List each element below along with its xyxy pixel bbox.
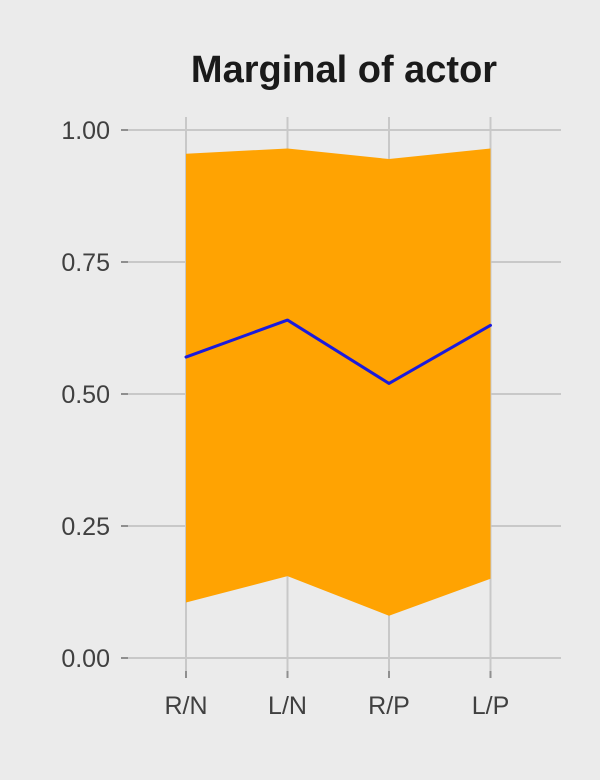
x-axis-tick-label: R/P [368,692,410,720]
y-axis-tick-label: 0.75 [61,249,110,277]
axis-labels: 1.00 0.75 0.50 0.25 0.00 R/N L/N R/P L/P [61,117,509,720]
chart-title: Marginal of actor [191,49,497,91]
confidence-ribbon [186,148,491,616]
x-axis-tick-label: L/P [472,692,510,720]
y-axis-tick-label: 0.50 [61,381,110,409]
mean-line [184,318,492,385]
mean-line-path [184,318,492,385]
y-axis-tick-label: 1.00 [61,117,110,145]
y-axis-tick-label: 0.00 [61,645,110,673]
ribbon-area [186,148,491,616]
x-axis-tick-label: L/N [268,692,307,720]
y-axis-tick-label: 0.25 [61,513,110,541]
x-axis-tick-label: R/N [164,692,207,720]
